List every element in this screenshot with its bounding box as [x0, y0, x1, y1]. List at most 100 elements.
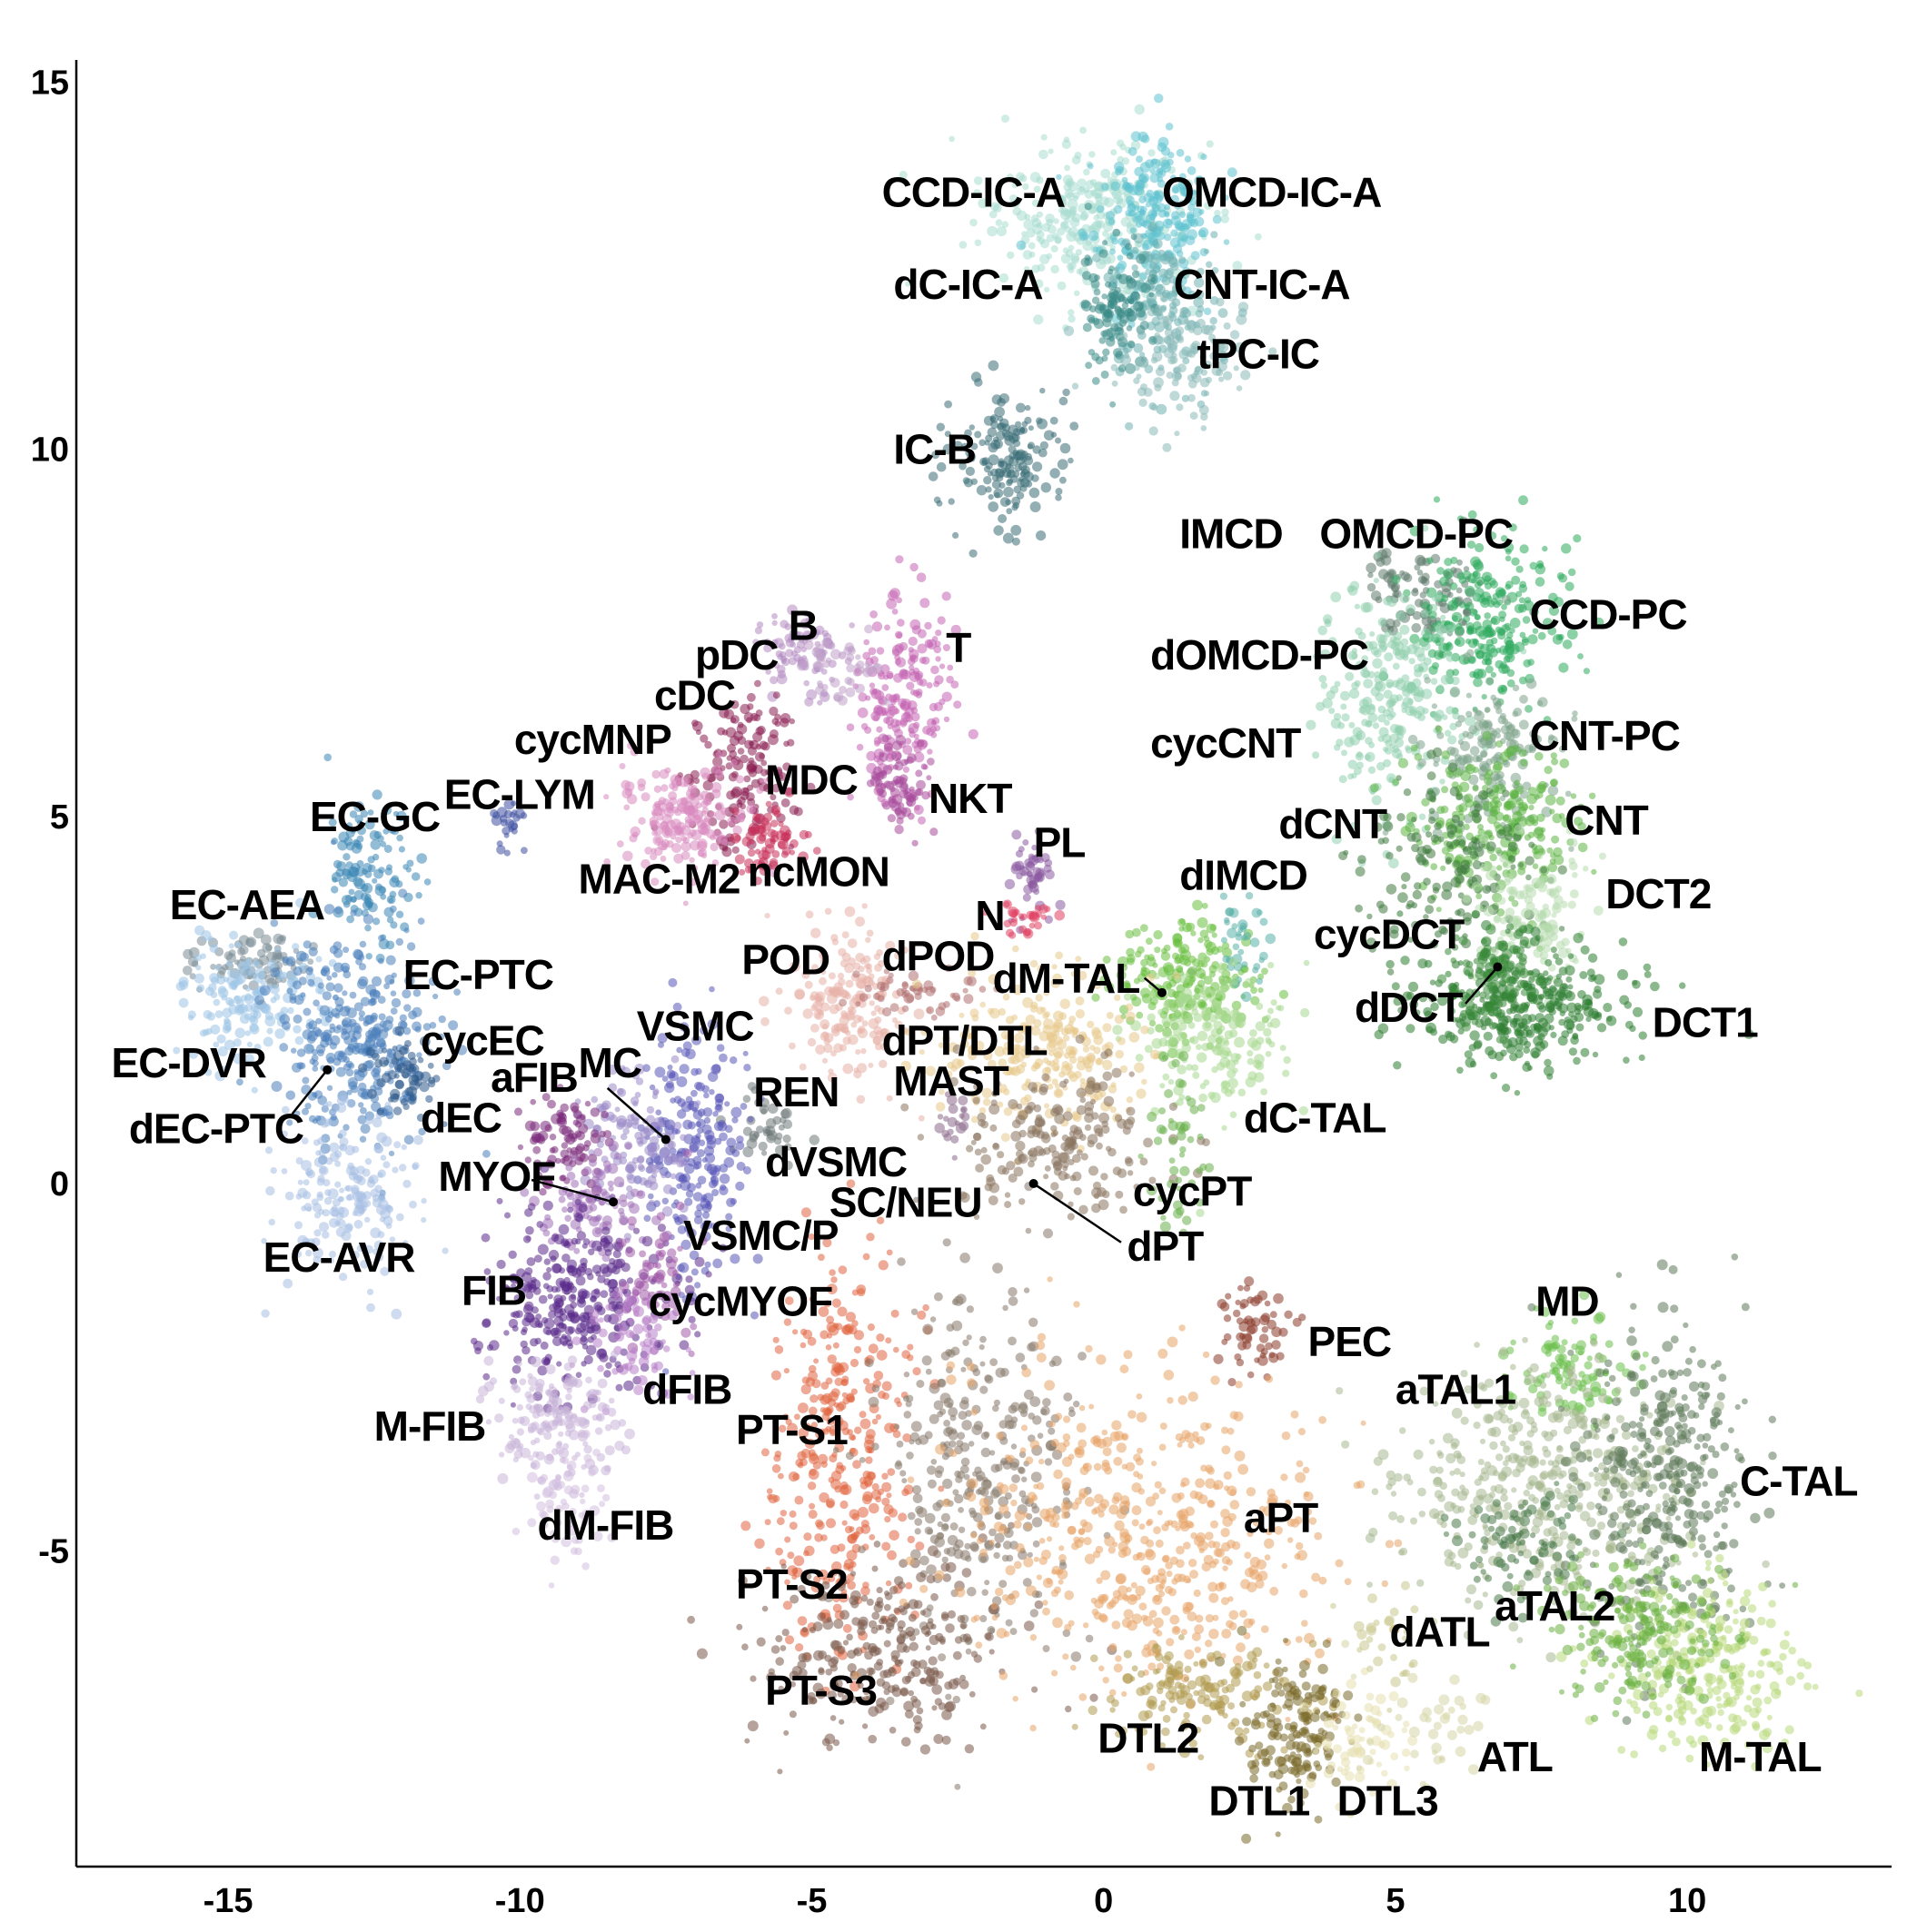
point [1154, 191, 1165, 202]
point [1007, 470, 1016, 479]
point [403, 927, 410, 934]
point [1518, 719, 1529, 730]
point [839, 1026, 847, 1033]
point [239, 1014, 250, 1025]
point [1038, 237, 1046, 245]
point [213, 998, 221, 1006]
point [349, 991, 357, 999]
point [347, 1077, 358, 1088]
point [1435, 725, 1443, 733]
point [1147, 335, 1157, 345]
point [1196, 318, 1206, 329]
point [391, 1056, 400, 1065]
point [1187, 393, 1196, 402]
point [1494, 821, 1501, 829]
point [817, 644, 825, 651]
point [901, 1005, 909, 1013]
point [1119, 332, 1128, 340]
point [1450, 957, 1457, 964]
point [270, 967, 281, 978]
point [1150, 276, 1157, 282]
point [1155, 308, 1164, 317]
point [1011, 182, 1018, 188]
point [1502, 1084, 1511, 1093]
point [1492, 763, 1503, 773]
point [353, 839, 362, 848]
point [658, 797, 667, 805]
point [1059, 442, 1071, 454]
point [1403, 788, 1412, 797]
point [1445, 674, 1454, 683]
point [246, 957, 253, 964]
point [303, 1179, 310, 1186]
point [909, 562, 919, 572]
point [689, 796, 700, 807]
point [1204, 201, 1213, 210]
point [1464, 1050, 1473, 1059]
point [1170, 194, 1179, 204]
point [874, 1016, 882, 1024]
point [907, 658, 916, 666]
point [1473, 593, 1480, 600]
point [1428, 807, 1435, 815]
point [916, 572, 927, 582]
point [1530, 1047, 1541, 1058]
point [1436, 806, 1445, 815]
point [1485, 994, 1491, 1000]
point [690, 769, 700, 779]
point [944, 400, 952, 409]
point [1140, 383, 1147, 391]
point [1158, 268, 1168, 278]
point [1011, 199, 1020, 208]
point [926, 682, 933, 689]
point [377, 957, 384, 965]
point [428, 1076, 436, 1085]
point [384, 1102, 392, 1108]
point [803, 679, 810, 687]
point [348, 888, 355, 896]
point [1185, 235, 1196, 245]
point [1116, 273, 1123, 280]
point [346, 915, 354, 924]
point [1031, 264, 1040, 273]
point [1175, 326, 1185, 336]
point [385, 955, 396, 966]
point [1200, 425, 1207, 431]
point [1133, 363, 1140, 372]
point [1178, 173, 1187, 181]
point [1176, 148, 1185, 157]
point [909, 689, 917, 696]
point [1216, 369, 1224, 377]
point [1028, 910, 1039, 921]
point [1486, 678, 1494, 685]
point [271, 1081, 283, 1092]
point [1073, 290, 1080, 297]
point [917, 643, 928, 654]
point [372, 1117, 382, 1128]
point [747, 692, 756, 702]
point [1375, 680, 1386, 692]
point [842, 1036, 851, 1045]
point [889, 1003, 899, 1012]
point [1518, 806, 1527, 816]
point [1198, 209, 1205, 215]
point [730, 758, 738, 767]
point [1154, 94, 1164, 104]
point [1525, 856, 1535, 866]
point [1529, 936, 1540, 946]
point [857, 1027, 863, 1035]
point [1558, 947, 1569, 958]
point [1503, 824, 1513, 834]
point [1127, 308, 1135, 317]
point [1007, 251, 1015, 260]
point [1473, 1041, 1482, 1050]
point [332, 972, 338, 978]
point [1043, 430, 1055, 441]
point [852, 669, 860, 677]
point [1361, 718, 1369, 727]
point [1515, 985, 1521, 992]
point [1440, 865, 1446, 872]
point [385, 1111, 394, 1120]
point [930, 719, 937, 726]
point [968, 424, 976, 431]
